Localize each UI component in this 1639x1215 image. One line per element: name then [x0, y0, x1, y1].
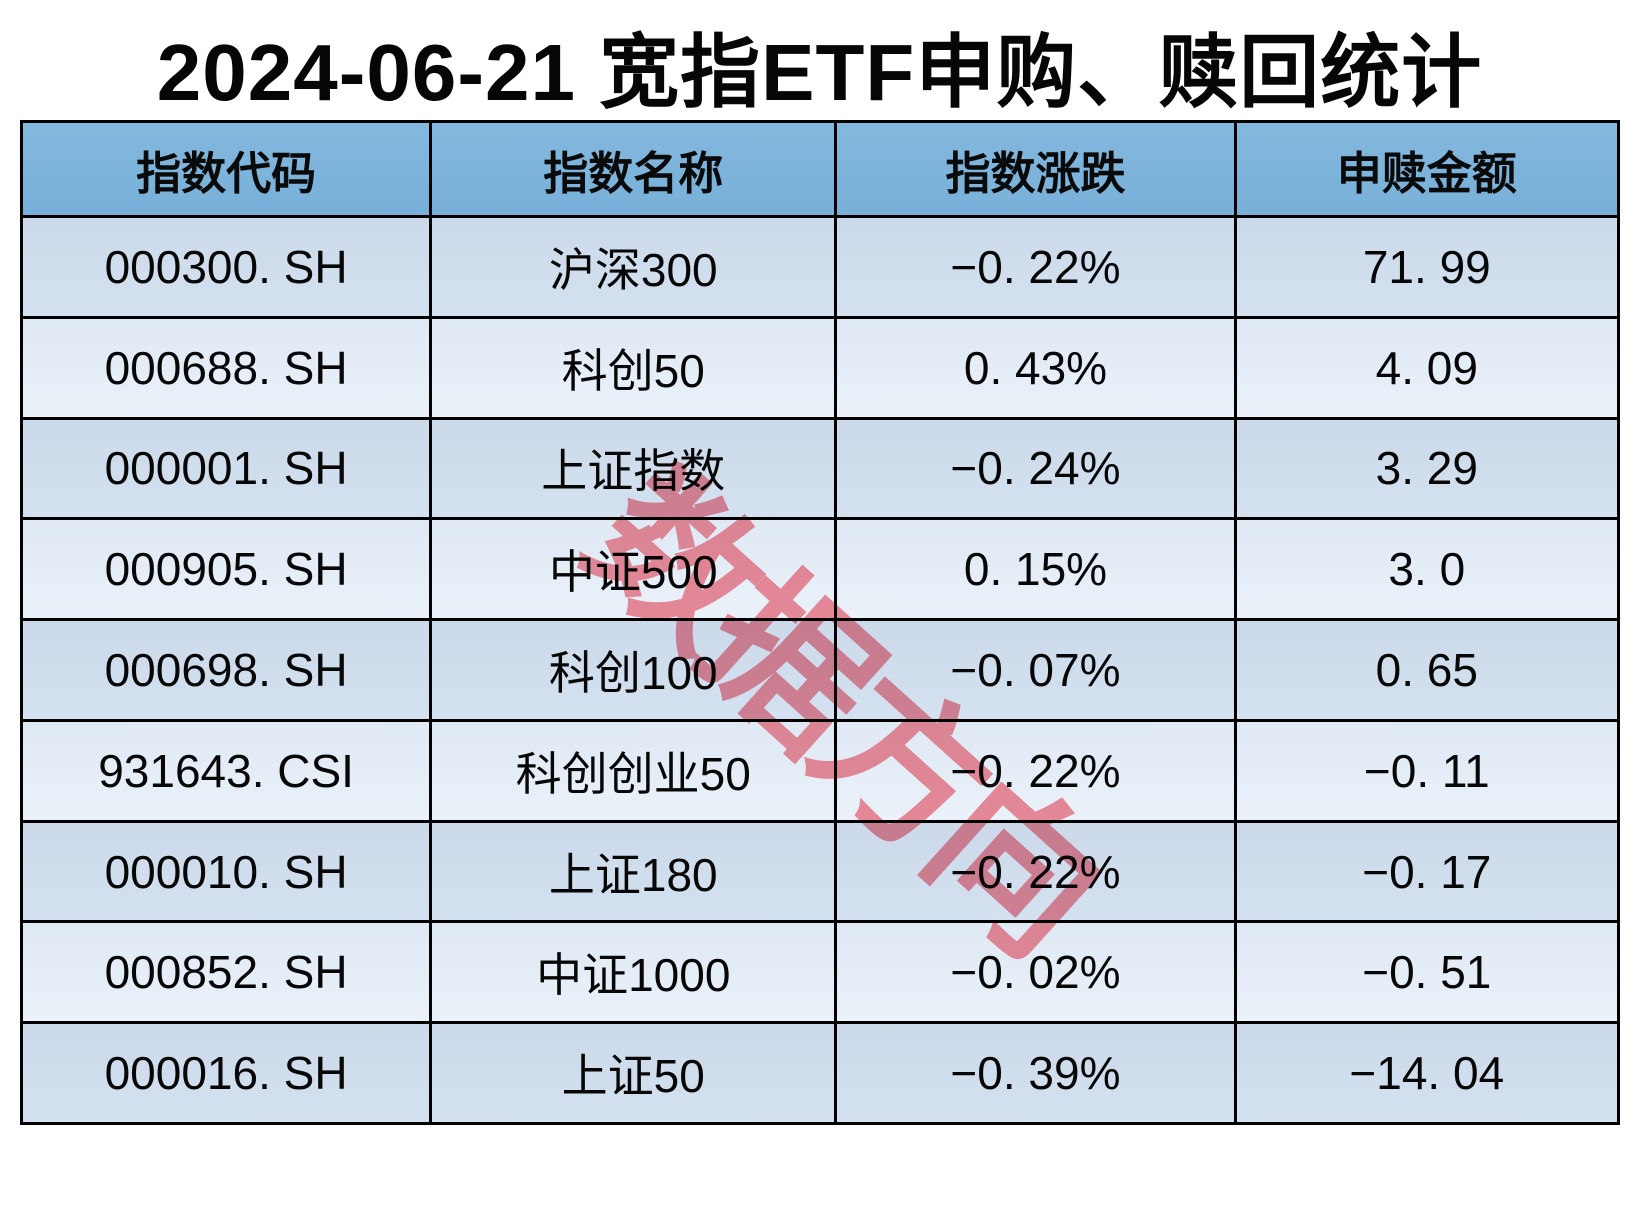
cell-name: 沪深300: [432, 218, 835, 316]
cell-amount: 3. 0: [1236, 520, 1617, 619]
cell-amount: 4. 09: [1236, 318, 1617, 417]
etf-flow-table: 指数代码 指数名称 指数涨跌 申赎金额 000300. SH 沪深300 −0.…: [20, 120, 1620, 1125]
column-header-index-change: 指数涨跌: [837, 123, 1234, 215]
cell-change: −0. 02%: [837, 923, 1234, 1022]
cell-code: 931643. CSI: [23, 721, 430, 820]
cell-name: 上证50: [432, 1024, 835, 1122]
column-header-index-code: 指数代码: [23, 123, 430, 215]
cell-amount: −0. 51: [1236, 923, 1617, 1022]
cell-name: 中证1000: [432, 923, 835, 1022]
cell-name: 中证500: [432, 520, 835, 619]
cell-amount: −0. 11: [1236, 721, 1617, 820]
cell-code: 000852. SH: [23, 923, 430, 1022]
cell-change: −0. 07%: [837, 621, 1234, 719]
cell-amount: 3. 29: [1236, 419, 1617, 518]
cell-name: 上证180: [432, 822, 835, 921]
cell-change: −0. 24%: [837, 419, 1234, 518]
cell-name: 科创50: [432, 318, 835, 417]
page-title: 2024-06-21 宽指ETF申购、赎回统计: [156, 28, 1483, 117]
cell-code: 000016. SH: [23, 1024, 430, 1122]
cell-code: 000010. SH: [23, 822, 430, 921]
cell-change: 0. 43%: [837, 318, 1234, 417]
cell-amount: 0. 65: [1236, 621, 1617, 719]
cell-change: −0. 22%: [837, 822, 1234, 921]
cell-code: 000001. SH: [23, 419, 430, 518]
cell-name: 科创创业50: [432, 721, 835, 820]
cell-name: 科创100: [432, 621, 835, 719]
cell-amount: −14. 04: [1236, 1024, 1617, 1122]
column-header-index-name: 指数名称: [432, 123, 835, 215]
cell-code: 000698. SH: [23, 621, 430, 719]
cell-code: 000300. SH: [23, 218, 430, 316]
cell-change: −0. 22%: [837, 721, 1234, 820]
cell-name: 上证指数: [432, 419, 835, 518]
cell-code: 000688. SH: [23, 318, 430, 417]
cell-amount: 71. 99: [1236, 218, 1617, 316]
cell-change: 0. 15%: [837, 520, 1234, 619]
cell-change: −0. 22%: [837, 218, 1234, 316]
cell-amount: −0. 17: [1236, 822, 1617, 921]
column-header-flow-amount: 申赎金额: [1236, 123, 1617, 215]
cell-change: −0. 39%: [837, 1024, 1234, 1122]
cell-code: 000905. SH: [23, 520, 430, 619]
